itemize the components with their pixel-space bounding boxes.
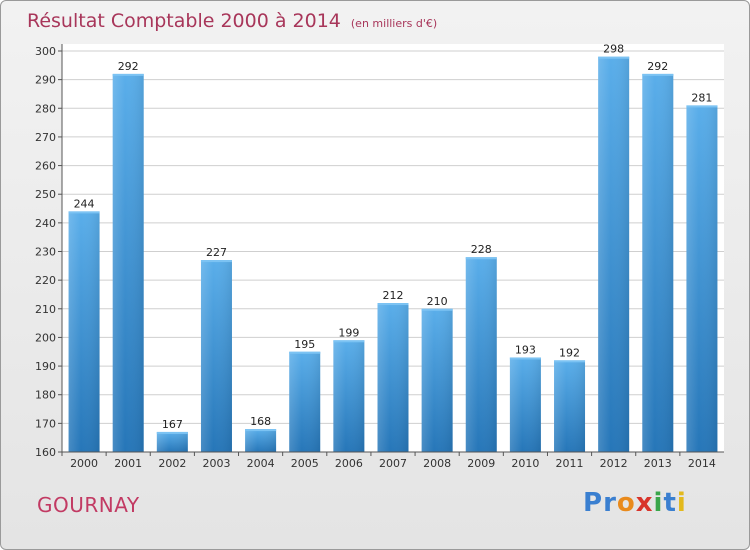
- y-tick-label: 280: [35, 102, 56, 115]
- bar-shine: [333, 340, 365, 452]
- value-label: 281: [691, 91, 712, 104]
- bar-top-edge: [68, 211, 100, 214]
- y-tick-label: 170: [35, 417, 56, 430]
- bar-shine: [245, 429, 277, 452]
- bar-top-edge: [598, 56, 630, 59]
- value-label: 228: [471, 243, 492, 256]
- y-tick-label: 260: [35, 160, 56, 173]
- bar-shine: [554, 360, 586, 452]
- value-label: 168: [250, 415, 271, 428]
- x-tick-label: 2003: [202, 457, 230, 470]
- x-tick-label: 2000: [70, 457, 98, 470]
- brand-letter: P: [583, 488, 604, 518]
- value-label: 292: [647, 60, 668, 73]
- x-tick-label: 2006: [335, 457, 363, 470]
- y-tick-label: 300: [35, 45, 56, 58]
- y-tick-label: 210: [35, 303, 56, 316]
- bar-shine: [598, 56, 630, 452]
- bar-top-edge: [200, 260, 232, 263]
- value-label: 199: [338, 326, 359, 339]
- brand-letter: i: [676, 488, 687, 518]
- x-tick-label: 2011: [556, 457, 584, 470]
- bar-shine: [686, 105, 718, 453]
- brand-logo[interactable]: Proxiti: [583, 488, 687, 518]
- x-tick-label: 2009: [467, 457, 495, 470]
- y-tick-label: 290: [35, 74, 56, 87]
- value-label: 210: [427, 295, 448, 308]
- y-tick-label: 250: [35, 188, 56, 201]
- brand-letter: i: [653, 488, 664, 518]
- x-tick-label: 2013: [644, 457, 672, 470]
- bars: [68, 56, 718, 453]
- x-tick-label: 2005: [291, 457, 319, 470]
- bar-shine: [377, 303, 409, 452]
- value-label: 244: [74, 197, 95, 210]
- y-tick-label: 160: [35, 446, 56, 459]
- y-tick-label: 190: [35, 360, 56, 373]
- x-axis-tick-labels: 2000 2001 2002 2003 2004 2005 2006 2007 2008 2009…: [61, 452, 716, 470]
- bar-top-edge: [642, 73, 674, 76]
- bar-top-edge: [421, 308, 453, 311]
- bar-shine: [112, 73, 144, 453]
- x-tick-label: 2007: [379, 457, 407, 470]
- bar-top-edge: [509, 357, 541, 360]
- bar-shine: [642, 73, 674, 453]
- bar-top-edge: [333, 340, 365, 343]
- chart-title-block: Résultat Comptable 2000 à 2014 (en millie…: [27, 7, 437, 35]
- bar-top-edge: [377, 303, 409, 306]
- x-tick-label: 2010: [511, 457, 539, 470]
- x-tick-label: 2012: [600, 457, 628, 470]
- bar-shine: [289, 351, 321, 452]
- x-tick-label: 2004: [247, 457, 275, 470]
- value-label: 227: [206, 246, 227, 259]
- value-label: 195: [294, 338, 315, 351]
- bar-shine: [68, 211, 100, 452]
- chart-title: Résultat Comptable 2000 à 2014: [27, 10, 341, 32]
- value-label: 292: [118, 60, 139, 73]
- bar-shine: [465, 257, 497, 452]
- bar-top-edge: [112, 73, 144, 76]
- y-tick-label: 220: [35, 274, 56, 287]
- bar-shine: [421, 308, 453, 452]
- brand-letter: t: [663, 488, 677, 518]
- x-tick-label: 2008: [423, 457, 451, 470]
- y-tick-label: 270: [35, 131, 56, 144]
- place-name: GOURNAY: [37, 493, 140, 517]
- value-label: 192: [559, 346, 580, 359]
- bar-shine: [156, 431, 188, 452]
- bar-top-edge: [554, 360, 586, 363]
- value-label: 212: [383, 289, 404, 302]
- brand-letter: o: [616, 488, 636, 518]
- x-tick-label: 2001: [114, 457, 142, 470]
- value-labels: 244 292 167 227 168 195 199 212 210 228 193 192 298 2…: [74, 43, 713, 431]
- brand-letter: x: [635, 488, 654, 518]
- y-axis-tick-labels: 160 170 180 190 200 210 220 230 240 250 260 270 280 2…: [35, 45, 62, 459]
- brand-letter: r: [603, 488, 617, 518]
- y-tick-label: 200: [35, 331, 56, 344]
- bar-top-edge: [465, 257, 497, 260]
- y-tick-label: 240: [35, 217, 56, 230]
- bar-top-edge: [289, 351, 321, 354]
- bar-top-edge: [686, 105, 718, 108]
- value-label: 298: [603, 43, 624, 56]
- axes: [61, 44, 724, 453]
- value-label: 193: [515, 343, 536, 356]
- y-tick-label: 230: [35, 246, 56, 259]
- x-tick-label: 2002: [158, 457, 186, 470]
- bar-top-edge: [156, 431, 188, 434]
- y-tick-label: 180: [35, 389, 56, 402]
- x-tick-label: 2014: [688, 457, 716, 470]
- value-label: 167: [162, 418, 183, 431]
- bar-shine: [200, 260, 232, 452]
- bar-shine: [509, 357, 541, 452]
- bar-top-edge: [245, 429, 277, 432]
- chart-subtitle: (en milliers d'€): [350, 17, 438, 30]
